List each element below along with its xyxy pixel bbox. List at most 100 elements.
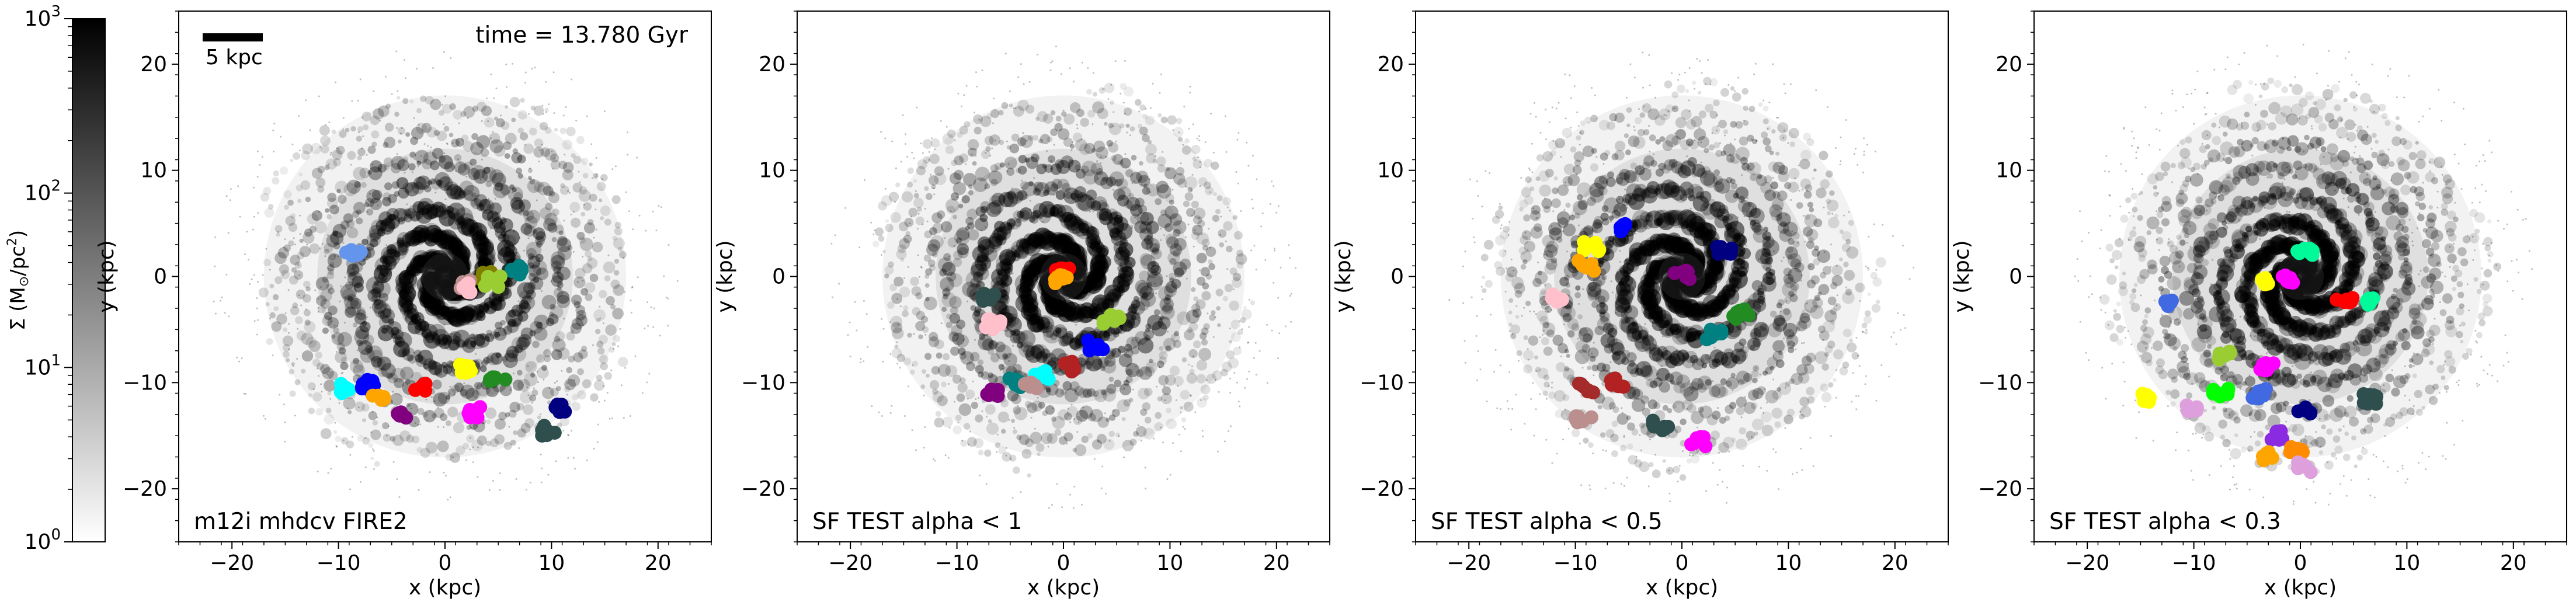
clump-point [2190, 401, 2204, 416]
clump [2359, 291, 2380, 312]
clump-layer [1545, 217, 1756, 454]
clump-point [339, 381, 353, 395]
panel-label: m12i mhdcv FIRE2 [194, 509, 408, 535]
clump [2245, 382, 2273, 406]
clump-point [463, 410, 478, 424]
y-tick-label: 0 [1390, 265, 1404, 289]
scale-bar-line [203, 33, 263, 41]
clump [504, 259, 529, 282]
clump-point [1059, 356, 1074, 371]
clump [1017, 375, 1044, 396]
clump [2253, 356, 2281, 378]
clump [2255, 445, 2279, 468]
clump-point [983, 312, 998, 327]
clump [1569, 409, 1598, 430]
clump-point [366, 388, 380, 403]
clump [1726, 302, 1756, 326]
clump [2330, 291, 2360, 309]
colorbar-tick-label: 100 [25, 526, 61, 554]
clump-point [2306, 243, 2320, 258]
clump-point [2330, 293, 2344, 307]
clump-point [1711, 246, 1726, 261]
clump-point [2245, 391, 2260, 405]
colorbar-tick-label: 103 [25, 3, 61, 31]
clump [453, 357, 478, 380]
clump [535, 419, 562, 443]
axis-ticks: −20 −10 0 10 20 −20 −10 0 10 20 [1360, 11, 1949, 575]
y-tick-label: 0 [772, 265, 785, 289]
clump [2179, 398, 2204, 419]
clump-point [2356, 387, 2371, 401]
clump-point [537, 419, 551, 433]
clump-point [491, 280, 506, 294]
x-tick-label: 10 [1775, 551, 1802, 575]
clump [2291, 400, 2318, 420]
y-tick-label: 0 [2009, 265, 2022, 289]
clump-point [2303, 465, 2318, 479]
clump [2290, 241, 2320, 262]
x-tick-label: −20 [210, 551, 254, 575]
clump [1667, 263, 1697, 286]
clump-point [461, 359, 476, 374]
clump-layer [975, 261, 1127, 403]
clump [2158, 293, 2179, 314]
clump-point [2256, 357, 2270, 372]
clump [1572, 253, 1601, 278]
panel-4: −20 −10 0 10 20 −20 −10 0 10 20 x (kpc) y (kpc) SF T… [1950, 11, 2567, 600]
y-tick-label: 10 [140, 159, 167, 183]
axis-ticks: −20 −10 0 10 20 −20 −10 0 10 20 [741, 11, 1330, 575]
y-axis-label: y (kpc) [1332, 240, 1355, 312]
clump-point [2279, 270, 2294, 285]
y-tick-label: −10 [1360, 371, 1404, 395]
clump [1048, 268, 1074, 290]
clump [2255, 271, 2275, 291]
clump-point [486, 373, 500, 387]
clump [366, 388, 391, 407]
x-axis-label: x (kpc) [409, 576, 481, 600]
y-axis-label: y (kpc) [713, 240, 737, 312]
clump-point [498, 372, 513, 387]
clump-point [481, 270, 495, 284]
x-tick-label: −20 [828, 551, 872, 575]
clump [408, 377, 433, 398]
clump [2356, 387, 2384, 411]
clump-point [1096, 316, 1111, 331]
clump [2275, 268, 2300, 290]
panel-label: SF TEST alpha < 1 [812, 509, 1022, 535]
clump [1699, 322, 1729, 347]
clump-point [1024, 375, 1038, 390]
clump-point [1689, 431, 1704, 446]
clump [1710, 239, 1739, 261]
clump-point [399, 410, 413, 425]
y-tick-label: 0 [154, 265, 167, 289]
clump-point [1723, 246, 1738, 261]
clump [482, 370, 513, 388]
x-axis-label: x (kpc) [1646, 576, 1718, 600]
clump-point [1059, 270, 1074, 285]
clump-point [1569, 412, 1583, 427]
clump [1613, 217, 1632, 239]
y-tick-label: 20 [1377, 53, 1404, 76]
clump [975, 287, 1002, 308]
y-tick-label: −20 [741, 477, 785, 501]
clump-point [2266, 356, 2281, 371]
clump-point [2339, 293, 2354, 307]
panel-1: −20 −10 0 10 20 −20 −10 0 10 20 x (kpc) y (kpc) m12i… [95, 11, 712, 600]
clump [1646, 413, 1675, 437]
clump [2291, 455, 2318, 479]
clump-point [2212, 352, 2226, 367]
x-tick-label: −20 [2065, 551, 2109, 575]
clump-point [2300, 404, 2314, 418]
clump-point [2290, 244, 2304, 259]
x-tick-label: −10 [317, 551, 361, 575]
clump-point [2213, 387, 2228, 401]
clump-point [514, 263, 529, 278]
clump-point [548, 400, 563, 415]
clump [1572, 377, 1600, 400]
clump-layer [2135, 241, 2384, 479]
clump-point [1608, 371, 1622, 386]
clump-point [2258, 277, 2272, 291]
clump [548, 397, 572, 419]
y-tick-label: −20 [1978, 477, 2022, 501]
